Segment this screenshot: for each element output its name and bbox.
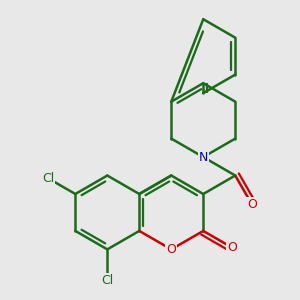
Text: O: O [227,241,237,254]
Text: O: O [166,243,176,256]
Text: Cl: Cl [101,274,113,287]
Text: N: N [199,151,208,164]
Text: O: O [247,198,257,211]
Text: Cl: Cl [42,172,54,185]
